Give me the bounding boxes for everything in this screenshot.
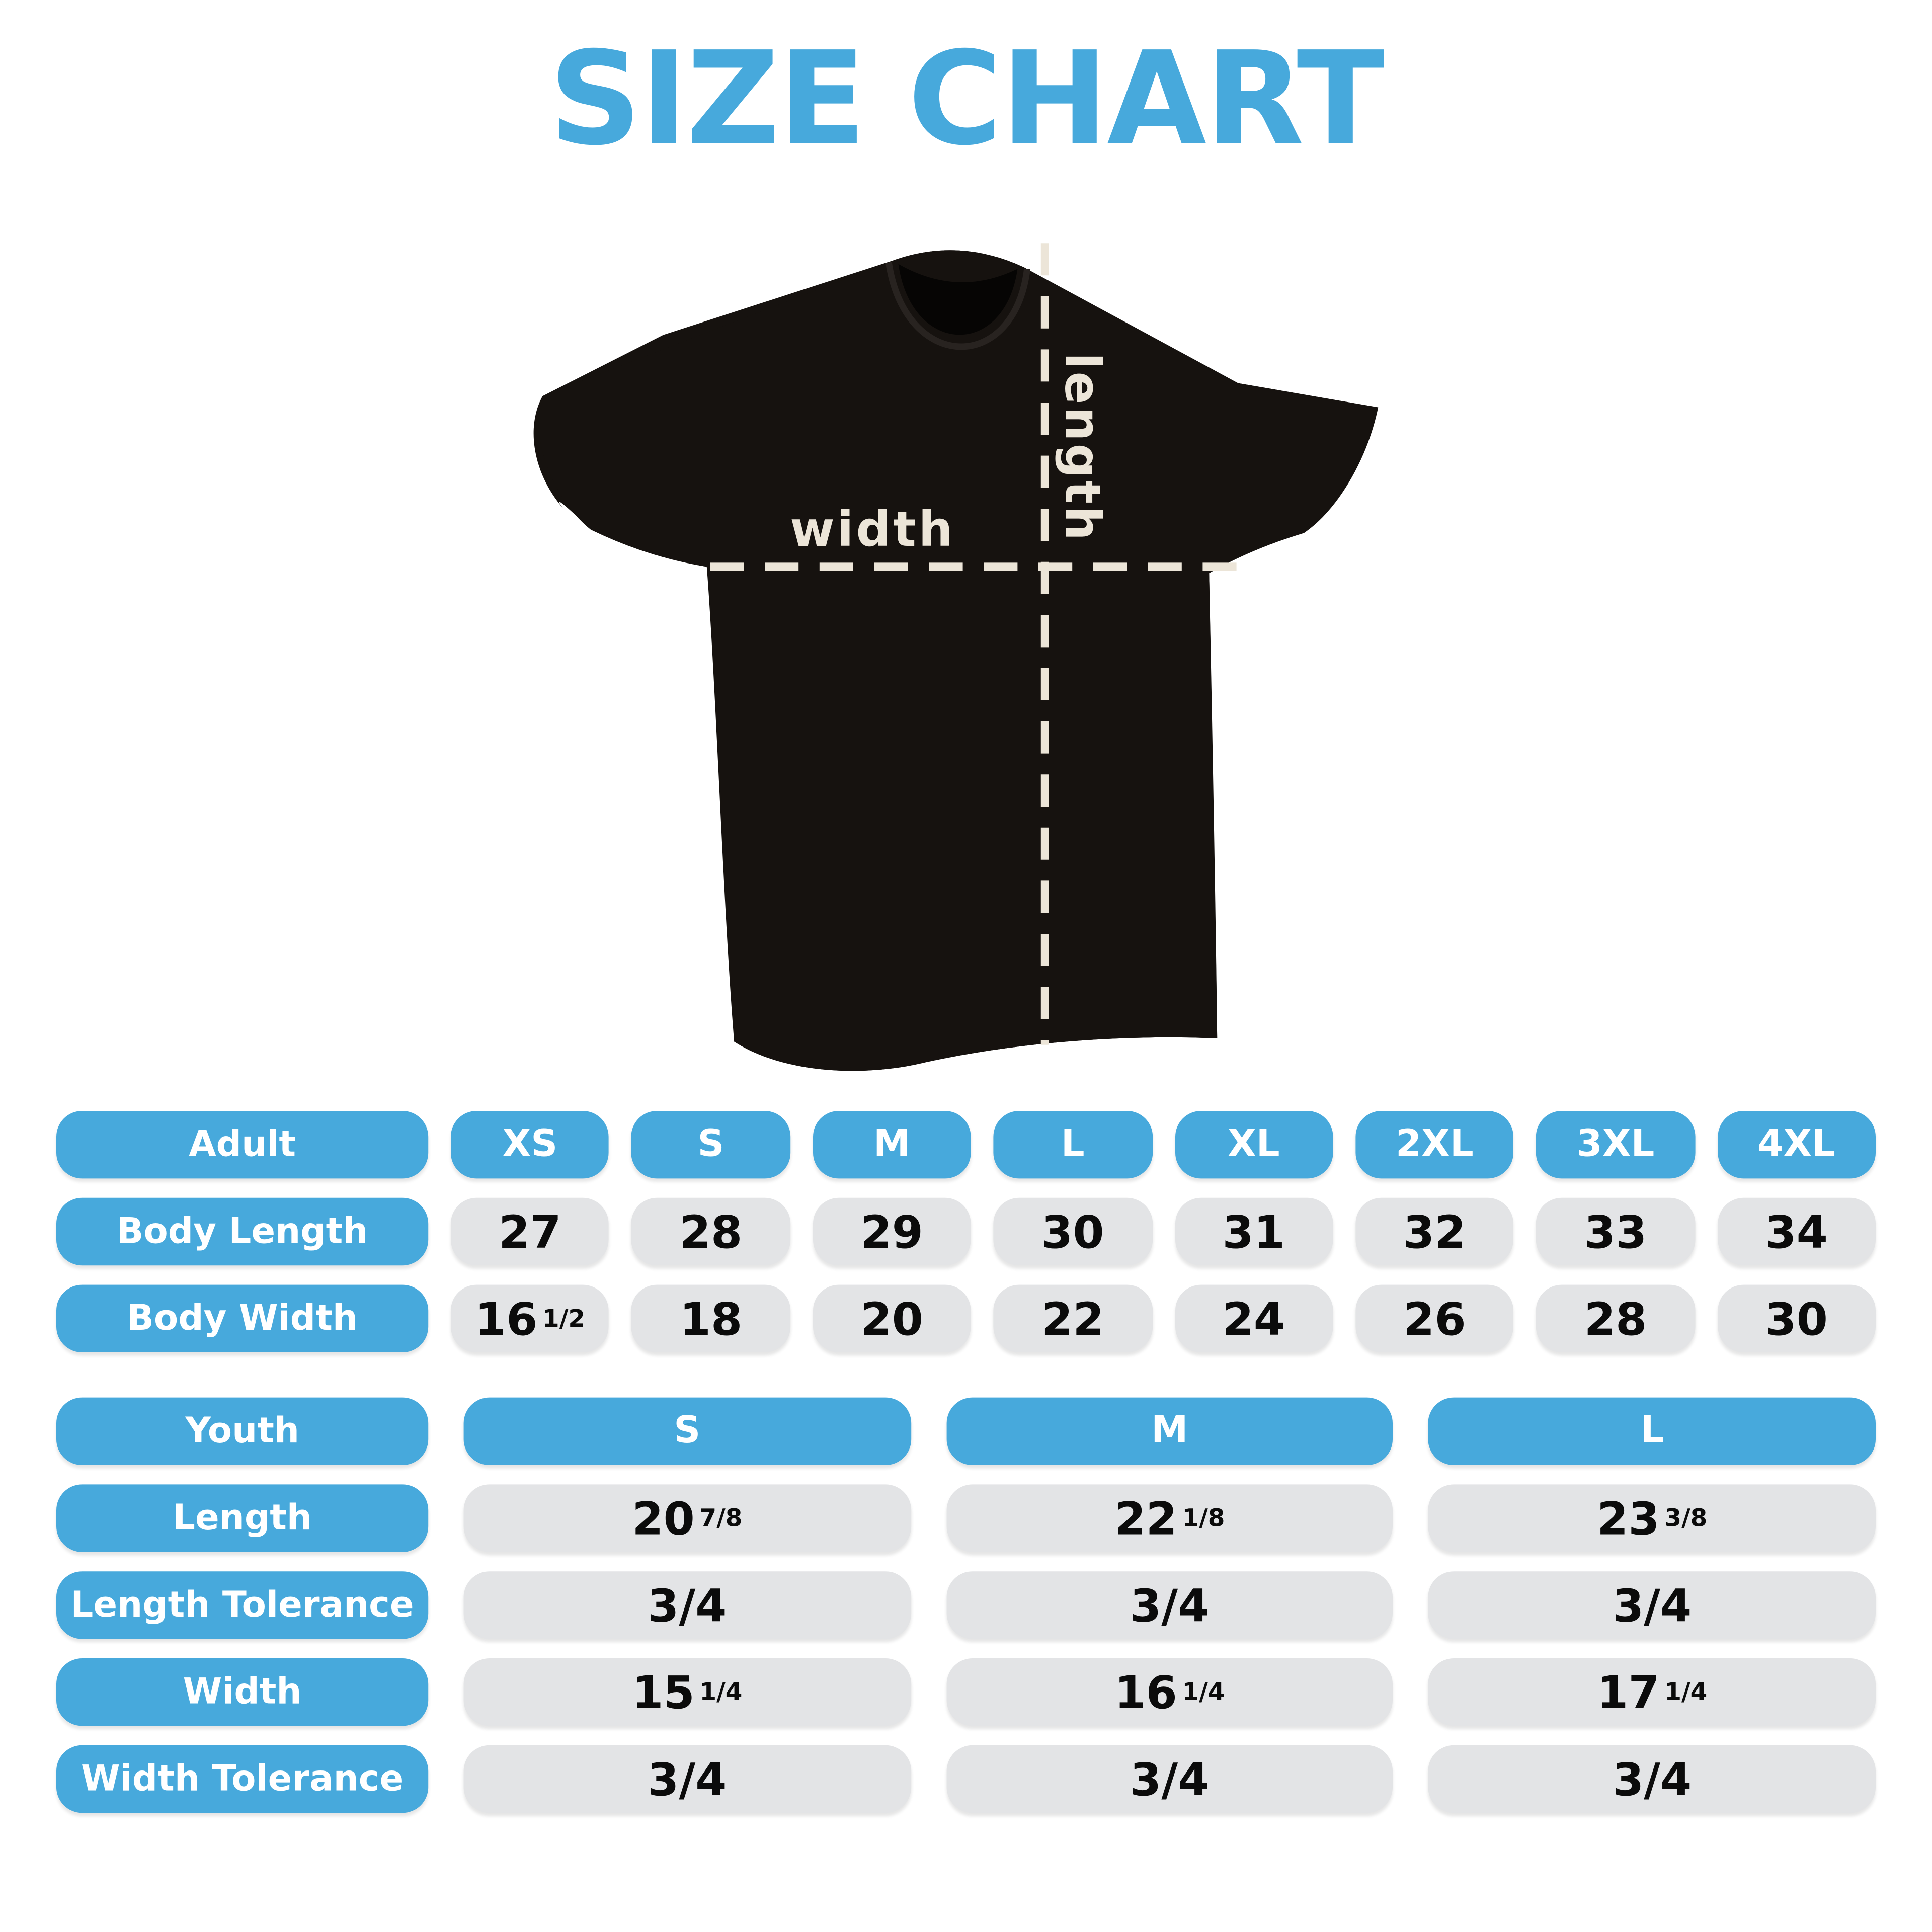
measurement-value: 30 <box>993 1197 1152 1266</box>
size-column-header: 2XL <box>1355 1111 1514 1179</box>
measurement-value: 32 <box>1355 1197 1514 1266</box>
size-column-header: M <box>946 1397 1394 1465</box>
measurement-value: 22 1/8 <box>946 1484 1394 1552</box>
length-label: length <box>1054 353 1110 543</box>
measurement-value: 33 <box>1536 1197 1695 1266</box>
measurement-value: 3/4 <box>946 1745 1394 1813</box>
measurement-value: 3/4 <box>463 1571 911 1639</box>
measurement-value: 27 <box>451 1197 609 1266</box>
measurement-value: 24 <box>1174 1284 1333 1352</box>
measurement-value: 20 <box>813 1284 971 1352</box>
adult-size-table: Adult XS S M L XL 2XL 3XL 4XL Body Length 27 28 29 30… <box>56 1111 1876 1352</box>
row-label: Body Length <box>56 1197 429 1266</box>
size-column-header: L <box>1428 1397 1876 1465</box>
measurement-value: 3/4 <box>1428 1571 1876 1639</box>
measurement-value: 29 <box>813 1197 971 1266</box>
fraction-value: 3/8 <box>1664 1503 1708 1533</box>
fraction-value: 1/4 <box>699 1677 743 1707</box>
size-column-header: S <box>631 1111 790 1179</box>
page-title: SIZE CHART <box>549 24 1385 174</box>
measurement-value: 3/4 <box>1428 1745 1876 1813</box>
measurement-value: 16 1/2 <box>451 1284 609 1352</box>
measurement-value: 20 7/8 <box>463 1484 911 1552</box>
size-column-header: 4XL <box>1717 1111 1876 1179</box>
table-header-label: Adult <box>56 1111 429 1179</box>
tshirt-graphic: width length <box>533 243 1379 1071</box>
size-column-header: S <box>463 1397 911 1465</box>
measurement-value: 31 <box>1174 1197 1333 1266</box>
collar-opening <box>898 264 1018 335</box>
measurement-value: 18 <box>631 1284 790 1352</box>
size-column-header: M <box>813 1111 971 1179</box>
fraction-value: 1/2 <box>542 1304 585 1333</box>
measurement-value: 26 <box>1355 1284 1514 1352</box>
fraction-value: 7/8 <box>699 1503 743 1533</box>
measurement-value: 16 1/4 <box>946 1658 1394 1726</box>
row-label: Length <box>56 1484 429 1552</box>
width-label: width <box>790 501 955 557</box>
measurement-value: 3/4 <box>946 1571 1394 1639</box>
size-column-header: 3XL <box>1536 1111 1695 1179</box>
fraction-value: 1/4 <box>1182 1677 1225 1707</box>
size-column-header: XS <box>451 1111 609 1179</box>
row-label: Length Tolerance <box>56 1571 429 1639</box>
table-header-label: Youth <box>56 1397 429 1465</box>
row-label: Width Tolerance <box>56 1745 429 1813</box>
measurement-value: 28 <box>1536 1284 1695 1352</box>
tshirt-diagram: width length <box>502 211 1459 1096</box>
youth-size-table: Youth S M L Length 20 7/8 22 1/8 23 3/8 Length Tole… <box>56 1397 1876 1813</box>
row-label: Body Width <box>56 1284 429 1352</box>
measurement-value: 28 <box>631 1197 790 1266</box>
measurement-value: 17 1/4 <box>1428 1658 1876 1726</box>
size-column-header: XL <box>1174 1111 1333 1179</box>
fraction-value: 1/4 <box>1664 1677 1708 1707</box>
row-label: Width <box>56 1658 429 1726</box>
tshirt-body-outline <box>538 250 1379 1071</box>
measurement-value: 34 <box>1717 1197 1876 1266</box>
collar-band <box>886 262 1030 350</box>
size-column-header: L <box>993 1111 1152 1179</box>
fraction-value: 1/8 <box>1182 1503 1225 1533</box>
measurement-value: 30 <box>1717 1284 1876 1352</box>
measurement-value: 15 1/4 <box>463 1658 911 1726</box>
measurement-value: 3/4 <box>463 1745 911 1813</box>
measurement-value: 22 <box>993 1284 1152 1352</box>
measurement-value: 23 3/8 <box>1428 1484 1876 1552</box>
